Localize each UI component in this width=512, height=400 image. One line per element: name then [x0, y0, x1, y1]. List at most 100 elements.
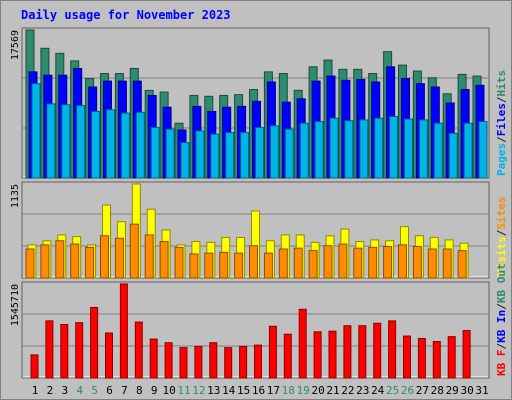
bar-top-pages-day-6: [106, 109, 115, 179]
ytick-top: 17569: [10, 30, 21, 60]
bar-middle-sites-day-18: [278, 248, 288, 279]
bar-bottom-kb-f-day-22: [343, 325, 352, 379]
xtick-day-16: 16: [252, 384, 265, 397]
xtick-day-28: 28: [431, 384, 444, 397]
bar-middle-sites-day-1: [25, 248, 35, 279]
bar-top-pages-day-18: [284, 128, 294, 179]
xtick-day-20: 20: [311, 384, 324, 397]
xtick-day-25: 25: [386, 384, 399, 397]
bar-top-pages-day-10: [165, 128, 175, 179]
legend-item-bottom-3: /: [495, 303, 508, 310]
bar-bottom-kb-f-day-3: [60, 323, 69, 379]
bar-top-pages-day-24: [374, 117, 384, 179]
bar-middle-sites-day-8: [129, 223, 139, 279]
bar-bottom-kb-f-day-23: [358, 325, 367, 379]
legend-item-bottom-1: /: [495, 343, 508, 350]
xtick-day-15: 15: [237, 384, 250, 397]
xtick-day-3: 3: [61, 384, 68, 397]
legend-item-top-4: Hits: [495, 70, 508, 97]
xtick-day-26: 26: [401, 384, 414, 397]
bar-middle-sites-day-23: [353, 247, 363, 279]
bar-bottom-kb-f-day-27: [417, 337, 426, 379]
bar-middle-sites-day-9: [144, 234, 154, 279]
xtick-day-4: 4: [76, 384, 83, 397]
bar-bottom-kb-f-day-30: [462, 330, 471, 379]
bar-middle-sites-day-15: [234, 252, 244, 279]
legend-middle: Visits/Sites: [495, 197, 508, 277]
bar-bottom-kb-f-day-16: [254, 344, 262, 379]
xtick-day-13: 13: [207, 384, 220, 397]
bar-middle-sites-day-17: [263, 252, 273, 279]
bar-middle-sites-day-29: [442, 248, 452, 279]
bar-bottom-kb-f-day-18: [283, 333, 292, 379]
bar-top-pages-day-5: [91, 110, 101, 179]
bar-middle-sites-day-25: [383, 246, 393, 279]
legend-item-bottom-2: KB In: [495, 310, 508, 343]
bar-bottom-kb-f-day-26: [403, 335, 411, 379]
bar-bottom-kb-f-day-6: [105, 332, 113, 379]
xtick-day-14: 14: [222, 384, 236, 397]
bar-top-pages-day-2: [46, 103, 56, 179]
bar-top-pages-day-22: [344, 120, 354, 179]
xtick-day-8: 8: [136, 384, 143, 397]
bar-top-pages-day-13: [210, 133, 220, 179]
legend-item-middle-2: Sites: [495, 197, 508, 230]
bar-top-pages-day-27: [418, 119, 428, 179]
legend-item-middle-0: Visits: [495, 236, 508, 276]
bar-bottom-kb-f-day-25: [388, 320, 397, 379]
bar-middle-sites-day-19: [293, 247, 303, 279]
xtick-day-2: 2: [47, 384, 54, 397]
bar-top-pages-day-12: [195, 130, 205, 179]
bar-bottom-kb-f-day-9: [149, 338, 158, 379]
bar-bottom-kb-f-day-17: [268, 325, 277, 379]
legend-item-top-3: /: [495, 96, 508, 103]
xtick-day-12: 12: [192, 384, 205, 397]
bar-top-pages-day-8: [135, 111, 145, 179]
bar-bottom-kb-f-day-5: [90, 306, 99, 379]
bar-top-pages-day-20: [314, 121, 324, 179]
bar-middle-sites-day-6: [100, 235, 109, 279]
bar-bottom-kb-f-day-8: [134, 321, 143, 379]
bar-middle-sites-day-28: [427, 248, 437, 279]
bar-top-pages-day-15: [240, 132, 250, 179]
bar-bottom-kb-f-day-20: [313, 331, 322, 379]
bar-bottom-kb-f-day-11: [179, 347, 188, 379]
bar-top-pages-day-17: [269, 125, 279, 179]
bar-top-pages-day-30: [463, 122, 473, 179]
legend-item-top-1: /: [495, 136, 508, 143]
xtick-day-5: 5: [91, 384, 98, 397]
bar-bottom-kb-f-day-1: [30, 354, 39, 379]
bar-middle-sites-day-20: [308, 250, 318, 279]
bar-middle-sites-day-11: [174, 246, 184, 279]
bar-bottom-kb-f-day-13: [209, 342, 218, 379]
bar-top-pages-day-31: [478, 121, 488, 179]
legend-bottom: KB F/KB In/KB Out: [495, 263, 508, 376]
bar-bottom-kb-f-day-7: [119, 283, 128, 379]
xtick-day-31: 31: [475, 384, 488, 397]
bar-top-pages-day-21: [329, 117, 339, 179]
xtick-day-11: 11: [177, 384, 190, 397]
bar-top-pages-day-14: [225, 132, 235, 179]
bar-top-pages-day-16: [255, 126, 264, 179]
bar-middle-sites-day-27: [412, 246, 422, 279]
bar-middle-sites-day-22: [338, 243, 348, 279]
bar-top-pages-day-11: [180, 142, 190, 179]
legend-item-top-0: Pages: [495, 143, 508, 176]
bar-top-pages-day-28: [433, 122, 443, 179]
chart-title: Daily usage for November 2023: [21, 8, 231, 22]
bar-middle-sites-day-21: [323, 245, 333, 279]
bar-bottom-kb-f-day-19: [298, 308, 307, 379]
bar-bottom-kb-f-day-24: [373, 322, 382, 379]
bar-bottom-kb-f-day-29: [447, 336, 456, 379]
bar-middle-sites-day-24: [368, 246, 378, 279]
bar-bottom-kb-f-day-14: [224, 347, 233, 379]
bar-bottom-kb-f-day-12: [194, 345, 203, 379]
bar-middle-sites-day-5: [85, 246, 95, 279]
xtick-day-6: 6: [106, 384, 113, 397]
bar-middle-sites-day-16: [249, 245, 258, 279]
bar-middle-sites-day-30: [457, 250, 467, 279]
xtick-day-24: 24: [371, 384, 385, 397]
bar-middle-sites-day-3: [55, 240, 65, 279]
bar-middle-sites-day-13: [204, 252, 214, 279]
